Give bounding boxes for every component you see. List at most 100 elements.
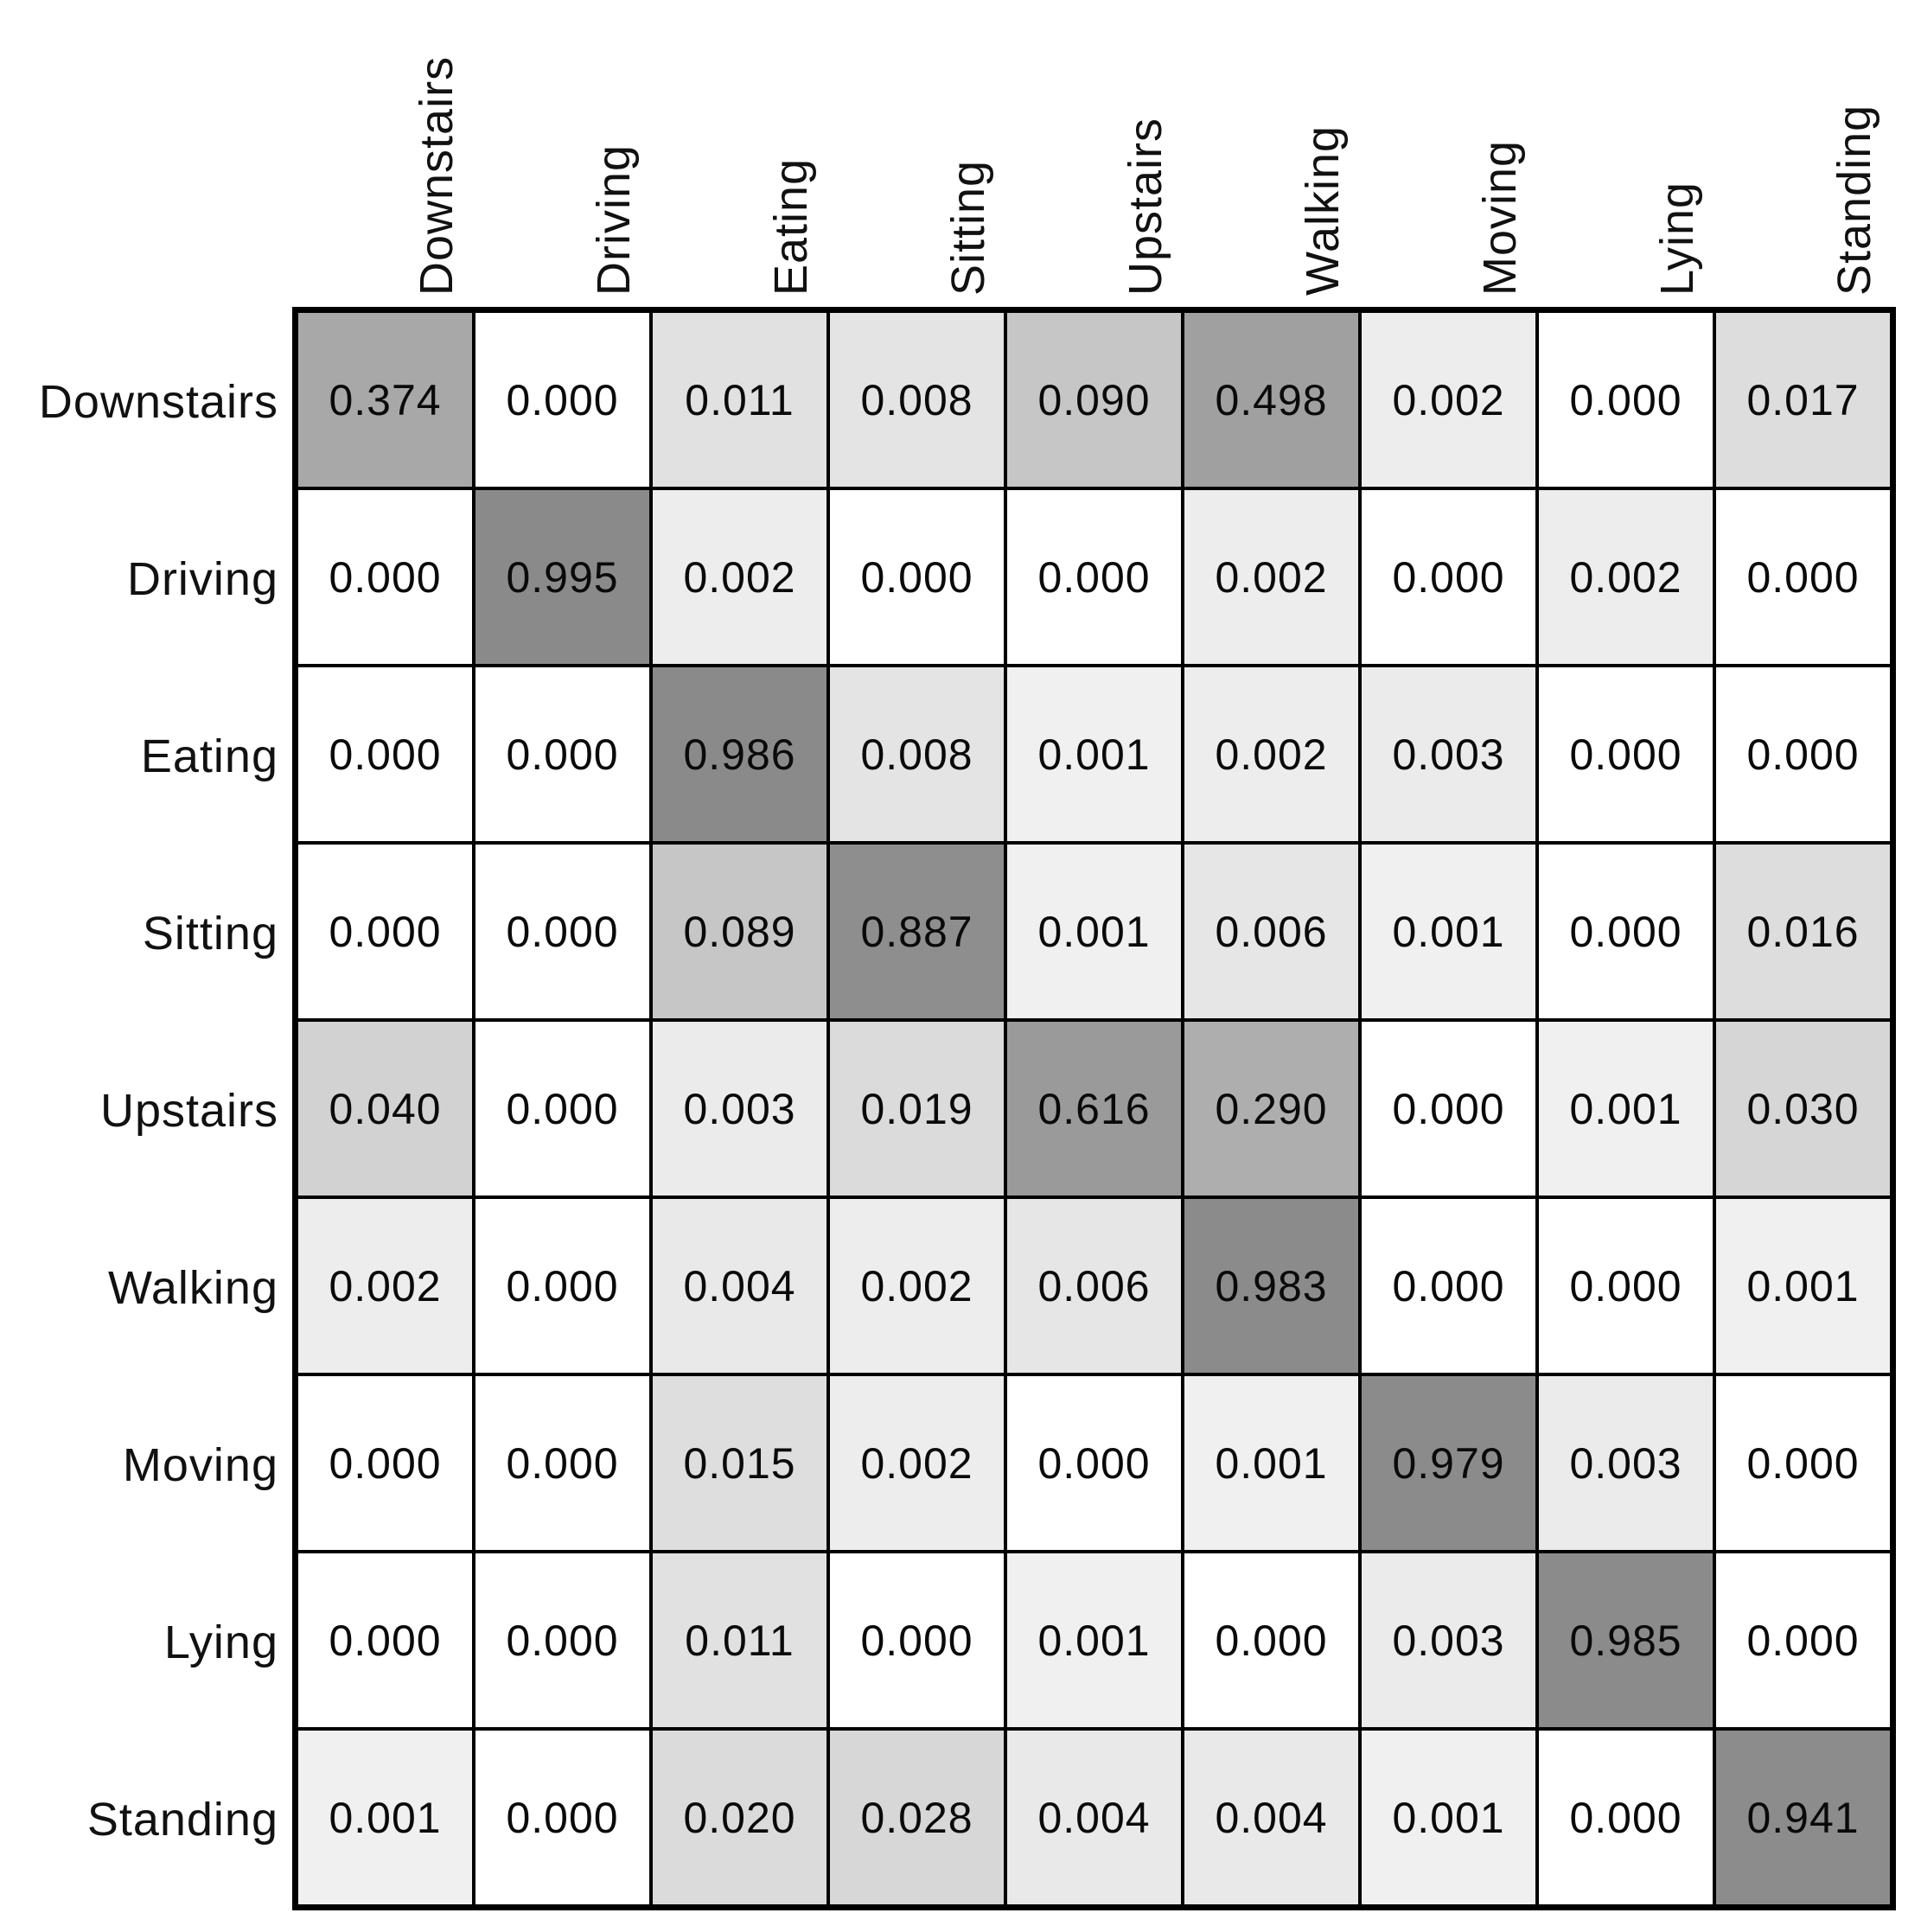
matrix-cell-moving-upstairs: 0.000: [1007, 1376, 1181, 1550]
matrix-cell-eating-walking: 0.002: [1184, 667, 1358, 841]
matrix-cell-upstairs-walking: 0.290: [1184, 1022, 1358, 1196]
matrix-cell-walking-standing: 0.001: [1716, 1199, 1890, 1373]
matrix-cell-driving-walking: 0.002: [1184, 490, 1358, 664]
matrix-cell-walking-upstairs: 0.006: [1007, 1199, 1181, 1373]
matrix-cell-upstairs-sitting: 0.019: [830, 1022, 1004, 1196]
matrix-cell-standing-downstairs: 0.001: [298, 1731, 472, 1904]
matrix-cell-moving-sitting: 0.002: [830, 1376, 1004, 1550]
matrix-cell-moving-driving: 0.000: [475, 1376, 649, 1550]
matrix-cell-lying-lying: 0.985: [1539, 1553, 1713, 1727]
matrix-cell-moving-moving: 0.979: [1362, 1376, 1535, 1550]
matrix-cell-lying-walking: 0.000: [1184, 1553, 1358, 1727]
matrix-cell-sitting-downstairs: 0.000: [298, 845, 472, 1018]
matrix-cell-upstairs-upstairs: 0.616: [1007, 1022, 1181, 1196]
matrix-cell-moving-eating: 0.015: [653, 1376, 826, 1550]
matrix-cell-driving-driving: 0.995: [475, 490, 649, 664]
matrix-cell-sitting-moving: 0.001: [1362, 845, 1535, 1018]
matrix-cell-walking-sitting: 0.002: [830, 1199, 1004, 1373]
matrix-cell-standing-lying: 0.000: [1539, 1731, 1713, 1904]
matrix-cell-driving-sitting: 0.000: [830, 490, 1004, 664]
matrix-cell-driving-eating: 0.002: [653, 490, 826, 664]
matrix-cell-upstairs-standing: 0.030: [1716, 1022, 1890, 1196]
row-header-label-moving: Moving: [122, 1438, 278, 1491]
row-header-label-downstairs: Downstairs: [38, 375, 278, 428]
matrix-cell-upstairs-lying: 0.001: [1539, 1022, 1713, 1196]
matrix-cell-downstairs-lying: 0.000: [1539, 313, 1713, 487]
matrix-cell-walking-lying: 0.000: [1539, 1199, 1713, 1373]
matrix-cell-standing-walking: 0.004: [1184, 1731, 1358, 1904]
matrix-cell-walking-moving: 0.000: [1362, 1199, 1535, 1373]
matrix-cell-standing-moving: 0.001: [1362, 1731, 1535, 1904]
matrix-cell-lying-upstairs: 0.001: [1007, 1553, 1181, 1727]
matrix-cell-lying-eating: 0.011: [653, 1553, 826, 1727]
column-header-label-sitting: Sitting: [942, 159, 994, 296]
matrix-cell-eating-lying: 0.000: [1539, 667, 1713, 841]
confusion-matrix-grid: 0.374 0.000 0.011 0.008 0.090 0.498 0.002 0.000…: [292, 307, 1896, 1910]
matrix-cell-standing-driving: 0.000: [475, 1731, 649, 1904]
matrix-cell-upstairs-driving: 0.000: [475, 1022, 649, 1196]
matrix-cell-lying-sitting: 0.000: [830, 1553, 1004, 1727]
matrix-cell-moving-lying: 0.003: [1539, 1376, 1713, 1550]
matrix-cell-downstairs-standing: 0.017: [1716, 313, 1890, 487]
matrix-cell-standing-eating: 0.020: [653, 1731, 826, 1904]
matrix-cell-driving-moving: 0.000: [1362, 490, 1535, 664]
matrix-cell-sitting-driving: 0.000: [475, 845, 649, 1018]
matrix-cell-walking-driving: 0.000: [475, 1199, 649, 1373]
matrix-cell-eating-sitting: 0.008: [830, 667, 1004, 841]
matrix-cell-downstairs-moving: 0.002: [1362, 313, 1535, 487]
column-header-label-eating: Eating: [765, 157, 817, 296]
matrix-cell-moving-downstairs: 0.000: [298, 1376, 472, 1550]
matrix-cell-sitting-walking: 0.006: [1184, 845, 1358, 1018]
matrix-cell-downstairs-walking: 0.498: [1184, 313, 1358, 487]
matrix-cell-upstairs-eating: 0.003: [653, 1022, 826, 1196]
row-header-label-sitting: Sitting: [142, 907, 278, 960]
matrix-cell-eating-driving: 0.000: [475, 667, 649, 841]
matrix-cell-downstairs-eating: 0.011: [653, 313, 826, 487]
matrix-cell-driving-downstairs: 0.000: [298, 490, 472, 664]
matrix-cell-upstairs-moving: 0.000: [1362, 1022, 1535, 1196]
matrix-cell-upstairs-downstairs: 0.040: [298, 1022, 472, 1196]
matrix-cell-lying-standing: 0.000: [1716, 1553, 1890, 1727]
matrix-cell-downstairs-downstairs: 0.374: [298, 313, 472, 487]
matrix-cell-walking-eating: 0.004: [653, 1199, 826, 1373]
matrix-cell-eating-eating: 0.986: [653, 667, 826, 841]
matrix-cell-sitting-sitting: 0.887: [830, 845, 1004, 1018]
matrix-cell-walking-downstairs: 0.002: [298, 1199, 472, 1373]
row-header-label-walking: Walking: [107, 1261, 278, 1314]
matrix-cell-sitting-lying: 0.000: [1539, 845, 1713, 1018]
matrix-cell-lying-downstairs: 0.000: [298, 1553, 472, 1727]
matrix-cell-downstairs-sitting: 0.008: [830, 313, 1004, 487]
column-header-label-moving: Moving: [1474, 139, 1526, 296]
matrix-cell-driving-lying: 0.002: [1539, 490, 1713, 664]
matrix-cell-driving-upstairs: 0.000: [1007, 490, 1181, 664]
matrix-cell-walking-walking: 0.983: [1184, 1199, 1358, 1373]
matrix-cell-eating-moving: 0.003: [1362, 667, 1535, 841]
matrix-cell-downstairs-upstairs: 0.090: [1007, 313, 1181, 487]
row-header-label-driving: Driving: [126, 552, 278, 605]
column-header-label-driving: Driving: [588, 143, 640, 296]
matrix-cell-lying-moving: 0.003: [1362, 1553, 1535, 1727]
matrix-cell-lying-driving: 0.000: [475, 1553, 649, 1727]
matrix-cell-standing-sitting: 0.028: [830, 1731, 1004, 1904]
column-header-label-lying: Lying: [1651, 181, 1703, 296]
column-header-label-standing: Standing: [1828, 104, 1880, 296]
matrix-cell-sitting-eating: 0.089: [653, 845, 826, 1018]
matrix-cell-eating-upstairs: 0.001: [1007, 667, 1181, 841]
matrix-cell-standing-upstairs: 0.004: [1007, 1731, 1181, 1904]
matrix-cell-downstairs-driving: 0.000: [475, 313, 649, 487]
row-header-label-lying: Lying: [163, 1616, 278, 1668]
row-header-label-standing: Standing: [86, 1793, 278, 1846]
matrix-cell-driving-standing: 0.000: [1716, 490, 1890, 664]
column-header-label-downstairs: Downstairs: [411, 55, 463, 296]
matrix-cell-moving-standing: 0.000: [1716, 1376, 1890, 1550]
matrix-cell-eating-standing: 0.000: [1716, 667, 1890, 841]
column-header-label-walking: Walking: [1297, 124, 1349, 296]
matrix-cell-sitting-standing: 0.016: [1716, 845, 1890, 1018]
matrix-cell-eating-downstairs: 0.000: [298, 667, 472, 841]
row-header-label-eating: Eating: [140, 730, 278, 782]
matrix-cell-moving-walking: 0.001: [1184, 1376, 1358, 1550]
matrix-cell-standing-standing: 0.941: [1716, 1731, 1890, 1904]
column-header-label-upstairs: Upstairs: [1120, 117, 1171, 296]
row-header-label-upstairs: Upstairs: [99, 1084, 278, 1137]
